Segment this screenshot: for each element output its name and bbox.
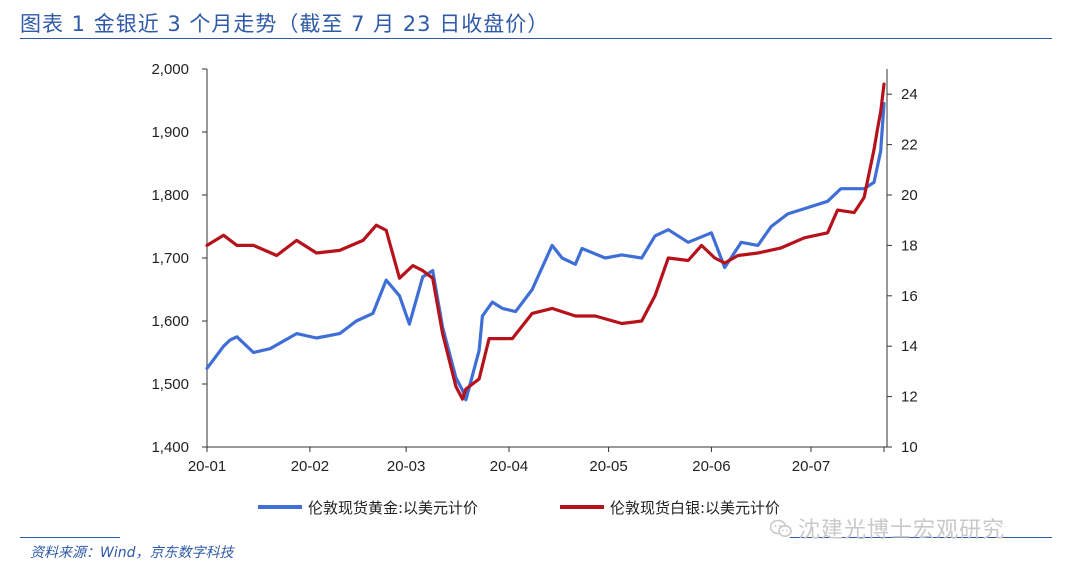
gold-price-line [205,102,886,402]
left-tick-label: 1,900 [151,124,189,141]
right-tick-label: 18 [901,237,918,254]
legend-label: 伦敦现货黄金:以美元计价 [308,499,478,517]
x-tick-label: 20-02 [291,458,329,475]
right-tick-label: 24 [901,86,918,103]
legend-item: 伦敦现货黄金:以美元计价 [258,499,478,517]
left-tick-label: 2,000 [151,61,189,78]
right-tick-label: 22 [901,137,918,154]
left-tick-label: 1,400 [151,439,189,456]
legend-item: 伦敦现货白银:以美元计价 [560,499,780,517]
silver-price-line [205,82,886,401]
right-tick-label: 20 [901,187,918,204]
x-tick-label: 20-07 [792,458,830,475]
wechat-icon [770,519,792,537]
watermark-text: 沈建光博士宏观研究 [798,518,1006,543]
watermark: 沈建光博士宏观研究 [770,512,1005,544]
left-tick-label: 1,700 [151,250,189,267]
chart-series [205,82,886,402]
left-tick-label: 1,800 [151,187,189,204]
x-tick-label: 20-05 [589,458,627,475]
footer-divider [790,537,1052,538]
left-tick-label: 1,600 [151,313,189,330]
source-divider [20,537,120,538]
source-note: 资料来源：Wind，京东数字科技 [30,545,234,561]
x-tick-label: 20-04 [490,458,528,475]
title-divider [20,38,1052,39]
chart-legend: 伦敦现货黄金:以美元计价 伦敦现货白银:以美元计价 [258,499,780,517]
chart-axes: 1,400 1,500 1,600 1,700 1,800 1,900 2,000 10 12 1… [151,61,917,475]
x-tick-label: 20-03 [387,458,425,475]
right-tick-label: 14 [901,338,918,355]
x-tick-label: 20-01 [188,458,226,475]
right-tick-label: 12 [901,389,918,406]
legend-label: 伦敦现货白银:以美元计价 [610,499,780,517]
right-tick-label: 10 [901,439,918,456]
left-tick-label: 1,500 [151,376,189,393]
right-tick-label: 16 [901,288,918,305]
x-tick-label: 20-06 [692,458,730,475]
chart-title: 图表 1 金银近 3 个月走势（截至 7 月 23 日收盘价） [20,12,550,36]
